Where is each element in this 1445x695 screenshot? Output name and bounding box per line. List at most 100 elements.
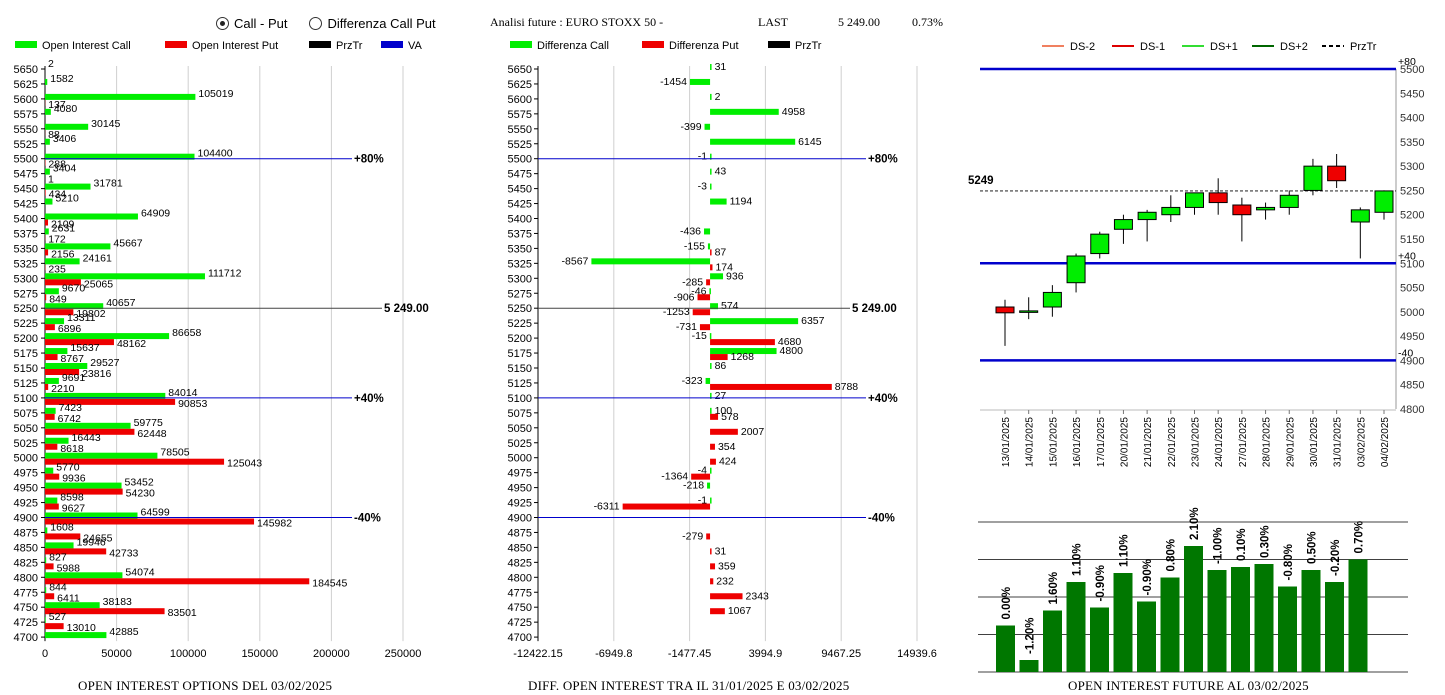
diff-call-bar-value-label: -1: [698, 151, 707, 163]
legend-label: PrzTr: [795, 40, 822, 52]
diff-call-bar: [710, 348, 777, 355]
legend-label: Differenza Put: [669, 40, 739, 52]
x-tick-label: 50000: [101, 648, 132, 660]
y-tick-label: 5100: [1400, 258, 1424, 270]
y-tick-label: 5225: [508, 318, 532, 330]
y-tick-label: 5450: [508, 184, 532, 196]
level-label: 5 249.00: [384, 303, 429, 315]
x-tick-label: 0: [42, 648, 48, 660]
diff-call-bar: [710, 168, 712, 175]
future-bar-label: 0.70%: [1354, 521, 1366, 554]
diff-call-bar: [710, 64, 712, 70]
candle-body: [1066, 255, 1086, 284]
diff-put-bar-value-label: -731: [676, 321, 697, 333]
x-tick-label: 22/01/2025: [1167, 417, 1178, 467]
future-bar: [1137, 601, 1156, 672]
call-bar: [45, 482, 122, 489]
y-tick-label: 5375: [508, 228, 532, 240]
put-value-label: 6742: [58, 413, 82, 425]
diff-call-bar: [710, 93, 712, 100]
diff-call-bar-value-label: -323: [682, 375, 703, 387]
call-value-label: 3406: [53, 133, 77, 145]
radio-call-put[interactable]: Call - Put: [216, 16, 287, 31]
y-tick-label: 4900: [508, 513, 532, 525]
put-value-label: 83501: [168, 607, 197, 619]
caption-options: OPEN INTEREST OPTIONS DEL 03/02/2025: [78, 678, 333, 693]
put-value-label: 8767: [61, 353, 85, 365]
put-bar: [45, 219, 49, 226]
x-tick-label: 13/01/2025: [1001, 417, 1012, 467]
diff-call-bar-value-label: 2: [715, 91, 721, 103]
diff-put-bar-value-label: -6311: [594, 501, 620, 513]
y-tick-label: 4750: [14, 602, 38, 614]
call-bar: [45, 258, 80, 265]
put-bar: [45, 354, 58, 361]
candle-body: [1042, 291, 1062, 308]
diff-put-bar-value-label: 8788: [835, 381, 859, 393]
diff-call-bar-value-label: 27: [715, 390, 727, 402]
future-bar-label: -0.80%: [1283, 544, 1295, 580]
call-value-label: 9691: [62, 372, 86, 384]
future-bar-label: 0.00%: [1001, 587, 1013, 620]
y-tick-label: 4825: [508, 557, 532, 569]
diff-call-bar-value-label: 1194: [730, 196, 753, 208]
future-bar-label: 0.10%: [1236, 528, 1248, 561]
open-interest-options-chart: Open Interest Call Open Interest Put PrzTr…: [14, 40, 429, 660]
diff-call-bar: [709, 288, 711, 295]
y-tick-label: 5075: [508, 408, 532, 420]
y-tick-label: 4725: [508, 617, 532, 629]
call-bar: [45, 452, 158, 459]
put-bar: [45, 458, 225, 465]
y-tick-label: 5275: [508, 288, 532, 300]
y-tick-label: 5075: [14, 408, 38, 420]
put-bar: [45, 339, 114, 346]
put-bar: [45, 548, 107, 555]
call-value-label: 59775: [134, 417, 163, 429]
put-value-label: 434: [49, 189, 67, 201]
legend-label: PrzTr: [336, 40, 363, 52]
future-bar: [1278, 586, 1297, 672]
diff-put-bar: [710, 354, 728, 361]
call-value-label: 527: [49, 611, 67, 623]
call-value-label: 111712: [208, 267, 242, 279]
y-tick-label: 4725: [14, 617, 38, 629]
put-value-label: 172: [48, 233, 66, 245]
diff-call-bar: [705, 377, 711, 384]
level-label: +40%: [868, 393, 898, 405]
x-tick-label: 24/01/2025: [1214, 417, 1225, 467]
x-tick-label: 30/01/2025: [1309, 417, 1320, 467]
call-value-label: 1608: [50, 521, 74, 533]
level-label: -40%: [868, 513, 895, 525]
y-tick-label: 5150: [1400, 234, 1424, 246]
radio-differenza[interactable]: Differenza Call Put: [309, 16, 436, 31]
diff-call-bar-value-label: -3: [698, 181, 707, 193]
put-bar: [45, 309, 74, 316]
y-tick-label: 5575: [14, 109, 38, 121]
diff-call-bar-value-label: -218: [683, 480, 704, 492]
diff-put-bar: [699, 324, 711, 331]
y-tick-label: 4975: [14, 468, 38, 480]
y-tick-label: 5600: [14, 94, 38, 106]
put-bar: [45, 383, 49, 390]
future-bar: [1113, 573, 1133, 672]
y-tick-label: 5500: [14, 154, 38, 166]
call-value-label: 38183: [103, 596, 132, 608]
diff-put-bar: [706, 533, 711, 540]
diff-call-bar-value-label: 6357: [801, 315, 825, 327]
future-bar-label: 0.80%: [1166, 539, 1178, 572]
call-bar: [45, 467, 54, 474]
level-label: 5 249.00: [852, 303, 897, 315]
y-tick-label: 5350: [1400, 137, 1424, 149]
diff-call-bar-value-label: 4958: [782, 106, 806, 118]
diff-put-bar: [710, 383, 832, 390]
diff-put-bar: [710, 593, 743, 600]
diff-put-bar: [697, 294, 711, 301]
call-bar: [45, 108, 51, 115]
call-value-label: 16443: [72, 432, 101, 444]
y-tick-label: 5125: [508, 378, 532, 390]
x-tick-label: 17/01/2025: [1096, 417, 1107, 467]
diff-call-bar: [710, 198, 727, 205]
call-value-label: 1582: [50, 73, 74, 85]
diff-put-bar: [710, 443, 715, 450]
put-value-label: 54230: [126, 488, 155, 500]
